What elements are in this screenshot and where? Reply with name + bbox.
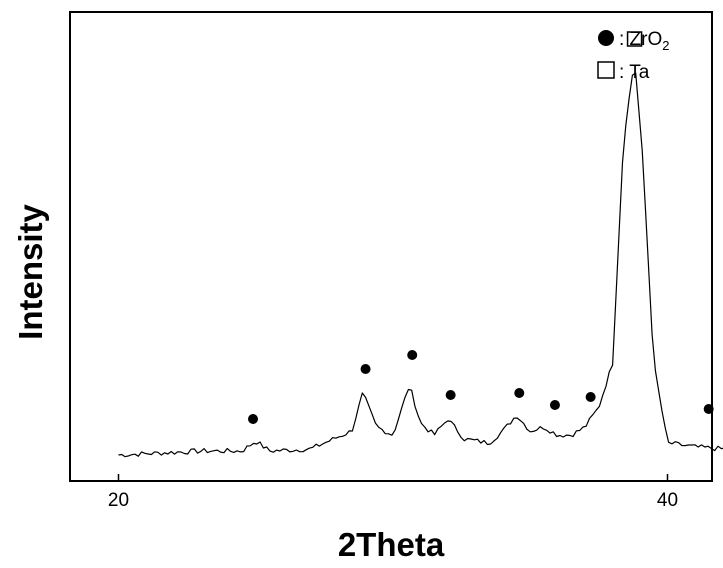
zro2-peak-marker — [549, 400, 560, 410]
zro2-peak-marker — [248, 414, 259, 424]
zro2-peak-marker — [445, 390, 456, 400]
x-axis-title: 2Theta — [338, 526, 445, 563]
x-axis-tick-labels: 20406080 — [108, 490, 678, 511]
legend: : ZrO2 : Ta — [597, 29, 670, 83]
zro2-peak-marker — [407, 350, 418, 360]
zro2-peak-marker — [703, 404, 714, 414]
y-axis-title: Intensity — [12, 204, 49, 340]
legend-ta-marker-icon — [597, 61, 615, 79]
plot-frame — [69, 11, 713, 482]
x-axis-ticks — [117, 474, 669, 481]
legend-ta-label: : Ta — [619, 62, 650, 83]
legend-zro2-label: : ZrO2 — [619, 29, 670, 53]
x-tick-label: 20 — [108, 490, 129, 511]
ta-peak-marker — [626, 31, 643, 47]
xrd-pattern-line — [118, 72, 723, 458]
legend-zro2-marker-icon — [598, 30, 614, 46]
x-tick-label: 40 — [657, 490, 678, 511]
peak-markers — [248, 31, 714, 424]
zro2-peak-marker — [585, 392, 596, 402]
zro2-peak-marker — [360, 364, 371, 374]
legend-zro2-subscript: 2 — [662, 38, 669, 53]
zro2-peak-marker — [514, 388, 525, 398]
